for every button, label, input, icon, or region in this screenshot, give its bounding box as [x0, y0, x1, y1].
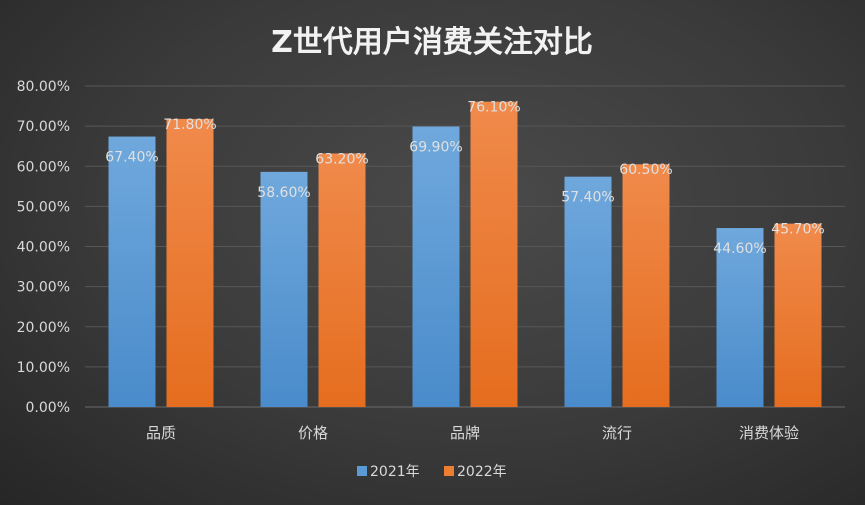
data-label: 57.40% — [561, 190, 614, 206]
data-label: 71.80% — [163, 117, 216, 133]
data-label: 44.60% — [713, 241, 766, 257]
bar-2022 — [470, 101, 518, 408]
legend-label: 2021年 — [370, 464, 420, 480]
y-tick-label: 10.00% — [17, 360, 70, 376]
bar-2022 — [622, 164, 670, 407]
y-tick-label: 70.00% — [17, 119, 70, 135]
data-label: 58.60% — [257, 185, 310, 201]
bar-2021 — [108, 136, 156, 407]
y-tick-label: 60.00% — [17, 159, 70, 175]
data-label: 60.50% — [619, 162, 672, 178]
y-tick-label: 30.00% — [17, 280, 70, 296]
bar-2021 — [716, 228, 764, 407]
legend-label: 2022年 — [457, 464, 507, 480]
data-label: 45.70% — [771, 222, 824, 238]
y-tick-label: 80.00% — [17, 79, 70, 95]
y-tick-label: 0.00% — [26, 400, 70, 416]
legend-swatch — [444, 466, 454, 476]
x-tick-label: 品牌 — [450, 424, 480, 442]
y-tick-label: 50.00% — [17, 199, 70, 215]
x-tick-label: 品质 — [146, 424, 176, 442]
bar-2021 — [412, 126, 460, 408]
y-tick-label: 40.00% — [17, 240, 70, 256]
bar-2021 — [564, 176, 612, 407]
bar-2022 — [166, 118, 214, 407]
bar-2022 — [318, 153, 366, 407]
bar-2021 — [260, 171, 308, 407]
x-tick-label: 消费体验 — [739, 424, 799, 442]
y-tick-label: 20.00% — [17, 320, 70, 336]
x-tick-label: 价格 — [298, 424, 328, 442]
bar-2022 — [774, 223, 822, 407]
data-label: 76.10% — [467, 100, 520, 116]
chart-title: Z世代用户消费关注对比 — [271, 25, 593, 60]
legend-swatch — [357, 466, 367, 476]
data-label: 67.40% — [105, 150, 158, 166]
data-label: 63.20% — [315, 151, 368, 167]
data-label: 69.90% — [409, 140, 462, 156]
x-tick-label: 流行 — [602, 424, 632, 442]
